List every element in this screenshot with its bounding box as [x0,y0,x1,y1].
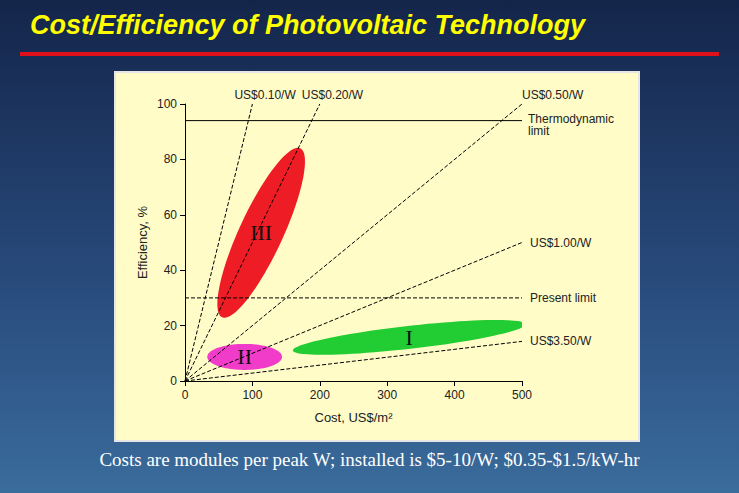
svg-text:US$0.50/W: US$0.50/W [522,88,584,102]
svg-text:80: 80 [164,152,178,166]
svg-text:0: 0 [182,388,189,402]
svg-text:Thermodynamic: Thermodynamic [528,111,618,126]
svg-text:400: 400 [445,388,465,402]
html-text:Cost/Efficiency of Photovoltai: Cost/Efficiency of Photovoltaic Technolo… [30,10,586,40]
svg-text:0: 0 [170,374,177,388]
svg-text:US$0.20/W: US$0.20/W [302,88,364,102]
svg-text:40: 40 [164,263,178,277]
svg-text:Efficiency, %: Efficiency, % [135,205,150,279]
svg-text:Cost, US$/m²: Cost, US$/m² [314,410,393,425]
svg-text:limit: limit [528,124,550,138]
svg-text:II: II [237,344,252,369]
svg-text:200: 200 [310,388,330,402]
svg-text:III: III [250,220,273,246]
svg-text:US$3.50/W: US$3.50/W [530,334,592,348]
svg-text:US$1.00/W: US$1.00/W [530,236,592,250]
svg-text:500: 500 [512,388,532,402]
svg-text:60: 60 [164,208,178,222]
html-text:Costs are modules per peak W;: Costs are modules per peak W; installed … [99,449,640,470]
svg-text:100: 100 [157,97,177,111]
svg-text:100: 100 [242,388,262,402]
svg-text:Present limit: Present limit [530,291,597,305]
svg-text:300: 300 [377,388,397,402]
svg-text:I: I [405,325,412,350]
svg-text:20: 20 [164,319,178,333]
svg-text:US$0.10/W: US$0.10/W [234,88,296,102]
